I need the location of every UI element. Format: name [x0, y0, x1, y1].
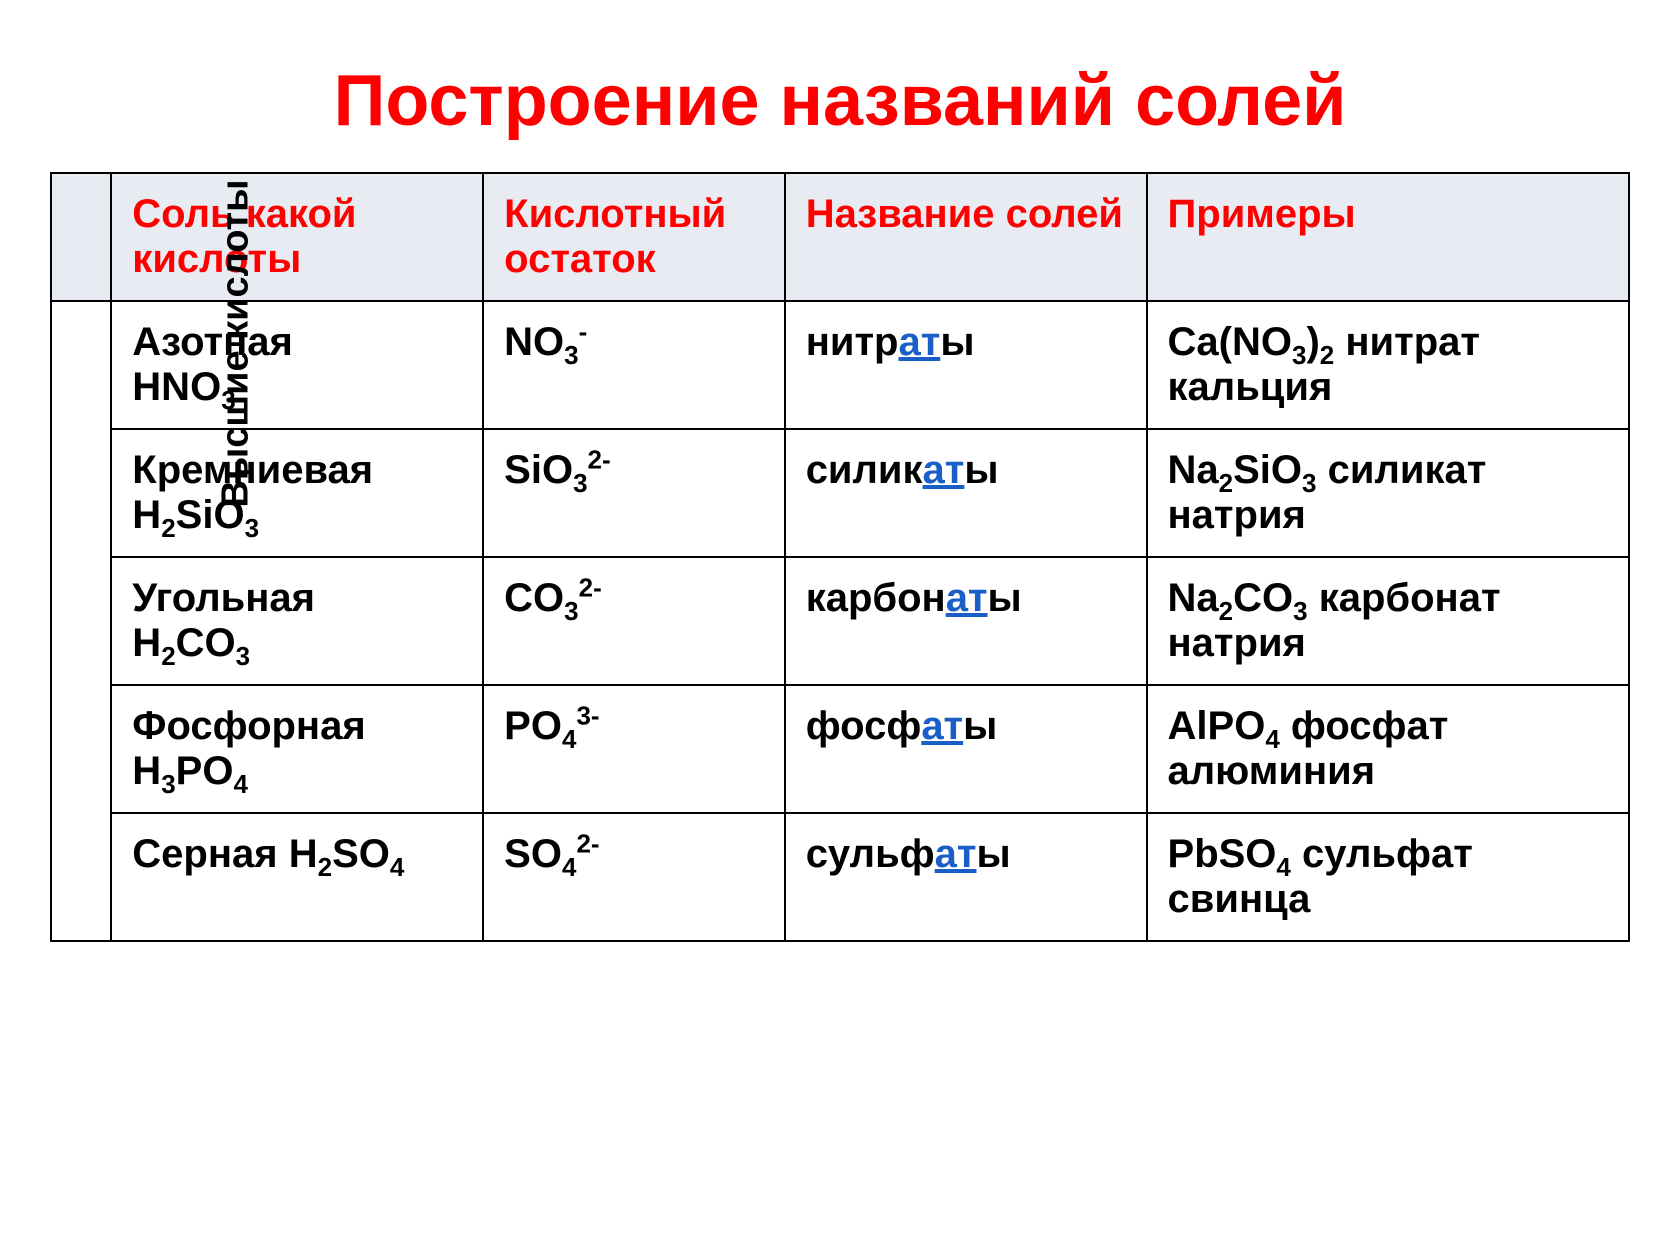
table-row: Серная H2SO4SO42-сульфатыPbSO4 сульфат с… [51, 813, 1629, 941]
cell-acid: АзотнаяHNO3 [111, 301, 483, 429]
cell-residue: CO32- [483, 557, 785, 685]
table-row: КремниеваяH2SiO3SiO32-силикатыNa2SiO3 си… [51, 429, 1629, 557]
header-salt-name: Название солей [785, 173, 1147, 301]
cell-acid: ФосфорнаяH3PO4 [111, 685, 483, 813]
cell-residue: PO43- [483, 685, 785, 813]
cell-example: AlPO4 фосфат алюминия [1147, 685, 1629, 813]
header-examples: Примеры [1147, 173, 1629, 301]
cell-salt-name: силикаты [785, 429, 1147, 557]
salts-table: Соль какой кислоты Кислотный остаток Наз… [50, 172, 1630, 942]
table-row: УгольнаяH2CO3CO32-карбонатыNa2CO3 карбон… [51, 557, 1629, 685]
cell-residue: SO42- [483, 813, 785, 941]
cell-salt-name: нитраты [785, 301, 1147, 429]
table-header-row: Соль какой кислоты Кислотный остаток Наз… [51, 173, 1629, 301]
header-corner [51, 173, 111, 301]
table-row: ФосфорнаяH3PO4PO43-фосфатыAlPO4 фосфат а… [51, 685, 1629, 813]
cell-example: Na2CO3 карбонат натрия [1147, 557, 1629, 685]
header-residue: Кислотный остаток [483, 173, 785, 301]
cell-example: Ca(NO3)2 нитрат кальция [1147, 301, 1629, 429]
cell-acid: КремниеваяH2SiO3 [111, 429, 483, 557]
cell-salt-name: карбонаты [785, 557, 1147, 685]
cell-residue: SiO32- [483, 429, 785, 557]
table-row: Высшие кислотыАзотнаяHNO3NO3-нитратыCa(N… [51, 301, 1629, 429]
cell-example: Na2SiO3 силикат натрия [1147, 429, 1629, 557]
cell-acid: УгольнаяH2CO3 [111, 557, 483, 685]
page-title: Построение названий солей [50, 60, 1630, 142]
cell-residue: NO3- [483, 301, 785, 429]
cell-acid: Серная H2SO4 [111, 813, 483, 941]
side-label-cell: Высшие кислоты [51, 301, 111, 941]
header-acid: Соль какой кислоты [111, 173, 483, 301]
side-label: Высшие кислоты [215, 179, 258, 507]
cell-salt-name: сульфаты [785, 813, 1147, 941]
cell-example: PbSO4 сульфат свинца [1147, 813, 1629, 941]
cell-salt-name: фосфаты [785, 685, 1147, 813]
